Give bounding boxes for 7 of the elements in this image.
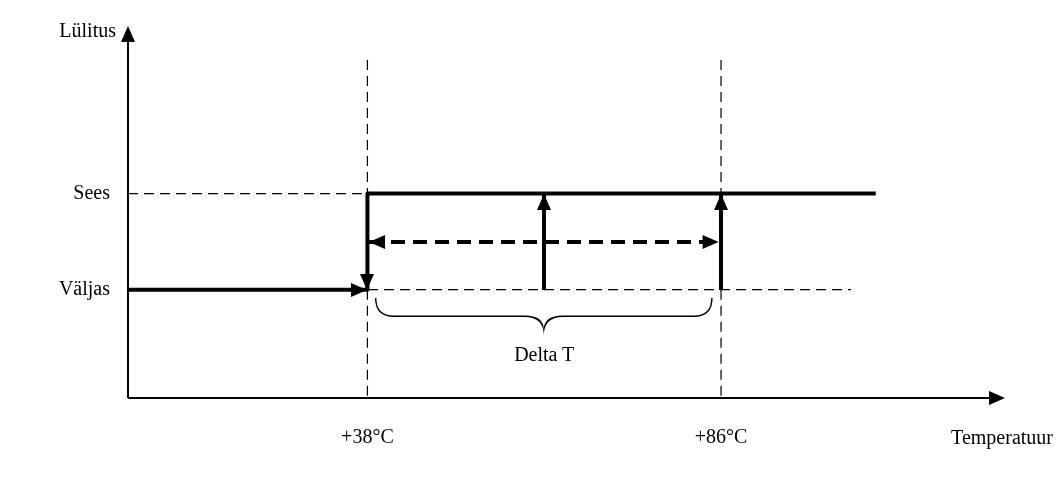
x-tick-label: +38°C (341, 425, 394, 448)
x-axis-title: Temperatuur (951, 426, 1054, 450)
ref-line-label: Sees (73, 180, 111, 203)
x-tick-label: +86°C (694, 425, 748, 448)
annotation: Delta T (514, 342, 575, 365)
text: Lülitus (59, 19, 117, 42)
ref-line-label: Väljas (58, 276, 111, 300)
